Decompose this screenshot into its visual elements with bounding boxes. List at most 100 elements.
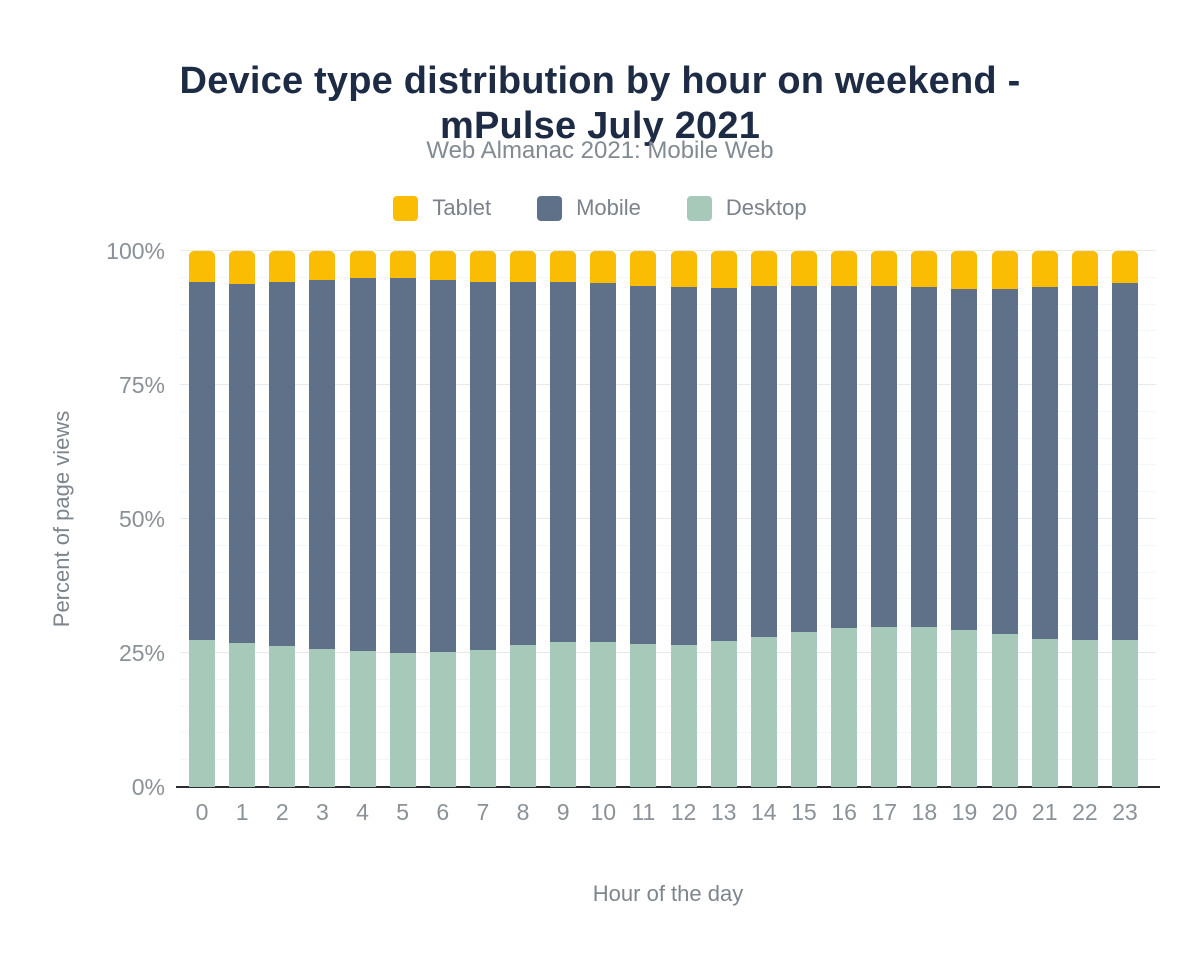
segment-desktop-hour-19[interactable] — [951, 629, 978, 787]
segment-mobile-hour-16[interactable] — [831, 285, 858, 628]
segment-desktop-hour-12[interactable] — [670, 644, 697, 787]
segment-tablet-hour-3[interactable] — [309, 251, 336, 280]
bar-hour-3[interactable] — [309, 251, 336, 787]
bar-hour-1[interactable] — [229, 251, 256, 787]
segment-mobile-hour-22[interactable] — [1071, 285, 1098, 641]
bar-hour-9[interactable] — [550, 251, 577, 787]
segment-desktop-hour-10[interactable] — [590, 641, 617, 787]
segment-mobile-hour-19[interactable] — [951, 289, 978, 630]
segment-desktop-hour-18[interactable] — [911, 626, 938, 787]
segment-desktop-hour-11[interactable] — [630, 644, 657, 787]
segment-tablet-hour-8[interactable] — [510, 251, 537, 283]
segment-mobile-hour-15[interactable] — [790, 286, 817, 633]
segment-tablet-hour-6[interactable] — [429, 251, 456, 280]
bar-hour-8[interactable] — [510, 251, 537, 787]
segment-mobile-hour-18[interactable] — [911, 287, 938, 627]
segment-mobile-hour-3[interactable] — [309, 279, 336, 650]
segment-tablet-hour-9[interactable] — [550, 251, 577, 283]
bar-hour-16[interactable] — [831, 251, 858, 787]
bar-hour-15[interactable] — [790, 251, 817, 787]
bar-hour-0[interactable] — [189, 251, 215, 787]
segment-mobile-hour-0[interactable] — [189, 282, 215, 641]
bar-hour-19[interactable] — [951, 251, 978, 787]
x-tick-label-7: 7 — [476, 799, 490, 825]
segment-desktop-hour-7[interactable] — [469, 649, 496, 787]
segment-tablet-hour-1[interactable] — [229, 251, 256, 284]
segment-mobile-hour-4[interactable] — [349, 278, 376, 651]
segment-desktop-hour-8[interactable] — [510, 644, 537, 787]
segment-mobile-hour-17[interactable] — [871, 285, 898, 627]
segment-mobile-hour-10[interactable] — [590, 283, 617, 642]
segment-mobile-hour-8[interactable] — [510, 282, 537, 645]
segment-desktop-hour-9[interactable] — [550, 642, 577, 787]
segment-tablet-hour-0[interactable] — [189, 251, 215, 283]
bar-hour-18[interactable] — [911, 251, 938, 787]
bar-hour-21[interactable] — [1031, 251, 1058, 787]
segment-mobile-hour-11[interactable] — [630, 285, 657, 645]
segment-tablet-hour-16[interactable] — [831, 251, 858, 286]
segment-desktop-hour-3[interactable] — [309, 649, 336, 787]
segment-mobile-hour-1[interactable] — [229, 283, 256, 643]
segment-tablet-hour-2[interactable] — [269, 251, 296, 283]
segment-tablet-hour-14[interactable] — [750, 251, 777, 287]
bar-hour-20[interactable] — [991, 251, 1018, 787]
segment-mobile-hour-2[interactable] — [269, 282, 296, 646]
segment-tablet-hour-21[interactable] — [1031, 251, 1058, 288]
segment-tablet-hour-17[interactable] — [871, 251, 898, 286]
segment-desktop-hour-17[interactable] — [871, 626, 898, 787]
segment-mobile-hour-20[interactable] — [991, 289, 1018, 635]
segment-mobile-hour-12[interactable] — [670, 287, 697, 645]
segment-tablet-hour-23[interactable] — [1111, 251, 1138, 284]
segment-tablet-hour-10[interactable] — [590, 251, 617, 284]
segment-mobile-hour-6[interactable] — [429, 279, 456, 653]
segment-desktop-hour-20[interactable] — [991, 634, 1018, 787]
bar-hour-17[interactable] — [871, 251, 898, 787]
segment-tablet-hour-11[interactable] — [630, 251, 657, 286]
segment-mobile-hour-9[interactable] — [550, 282, 577, 643]
segment-tablet-hour-15[interactable] — [790, 251, 817, 287]
segment-desktop-hour-4[interactable] — [349, 650, 376, 787]
segment-desktop-hour-2[interactable] — [269, 645, 296, 787]
bar-hour-23[interactable] — [1111, 251, 1138, 787]
bar-hour-6[interactable] — [429, 251, 456, 787]
segment-mobile-hour-5[interactable] — [389, 277, 416, 653]
legend-item-desktop[interactable]: Desktop — [686, 195, 807, 221]
bar-hour-13[interactable] — [710, 251, 737, 787]
segment-mobile-hour-23[interactable] — [1111, 283, 1138, 641]
segment-desktop-hour-23[interactable] — [1111, 640, 1138, 787]
bar-hour-4[interactable] — [349, 251, 376, 787]
segment-desktop-hour-15[interactable] — [790, 632, 817, 787]
bar-hour-10[interactable] — [590, 251, 617, 787]
bar-hour-11[interactable] — [630, 251, 657, 787]
legend-item-tablet[interactable]: Tablet — [393, 195, 491, 221]
segment-desktop-hour-22[interactable] — [1071, 640, 1098, 787]
segment-mobile-hour-7[interactable] — [469, 282, 496, 650]
segment-tablet-hour-22[interactable] — [1071, 251, 1098, 286]
segment-tablet-hour-5[interactable] — [389, 251, 416, 278]
segment-tablet-hour-13[interactable] — [710, 251, 737, 288]
segment-desktop-hour-21[interactable] — [1031, 638, 1058, 787]
segment-mobile-hour-13[interactable] — [710, 288, 737, 642]
segment-tablet-hour-7[interactable] — [469, 251, 496, 283]
segment-desktop-hour-1[interactable] — [229, 642, 256, 787]
segment-tablet-hour-18[interactable] — [911, 251, 938, 288]
bar-hour-2[interactable] — [269, 251, 296, 787]
bar-hour-7[interactable] — [469, 251, 496, 787]
segment-mobile-hour-21[interactable] — [1031, 287, 1058, 639]
segment-desktop-hour-14[interactable] — [750, 637, 777, 787]
legend-item-mobile[interactable]: Mobile — [537, 195, 641, 221]
segment-mobile-hour-14[interactable] — [750, 286, 777, 638]
segment-desktop-hour-6[interactable] — [429, 652, 456, 787]
bar-hour-5[interactable] — [389, 251, 416, 787]
segment-tablet-hour-20[interactable] — [991, 251, 1018, 290]
segment-tablet-hour-12[interactable] — [670, 251, 697, 288]
bar-hour-12[interactable] — [670, 251, 697, 787]
segment-desktop-hour-0[interactable] — [189, 640, 215, 787]
segment-desktop-hour-13[interactable] — [710, 641, 737, 787]
bar-hour-22[interactable] — [1071, 251, 1098, 787]
segment-desktop-hour-16[interactable] — [831, 627, 858, 787]
bar-hour-14[interactable] — [750, 251, 777, 787]
segment-desktop-hour-5[interactable] — [389, 653, 416, 787]
segment-tablet-hour-19[interactable] — [951, 251, 978, 290]
segment-tablet-hour-4[interactable] — [349, 251, 376, 279]
